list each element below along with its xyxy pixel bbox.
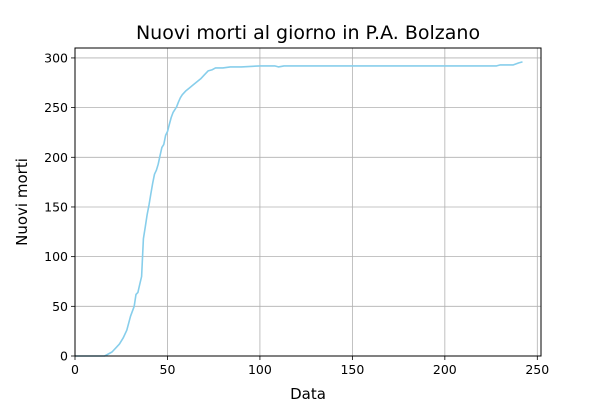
series-line [75, 61, 523, 357]
x-tick-label: 0 [71, 362, 79, 377]
y-tick-label: 0 [60, 349, 68, 364]
y-tick-label: 250 [44, 100, 68, 115]
x-tick-label: 200 [433, 362, 457, 377]
y-tick-label: 300 [44, 50, 68, 65]
y-tick-label: 100 [44, 249, 68, 264]
grid-lines [74, 48, 541, 357]
y-tick-label: 200 [44, 150, 68, 165]
y-axis-label: Nuovi morti [13, 158, 31, 246]
x-tick-label: 250 [525, 362, 549, 377]
x-tick-label: 100 [248, 362, 272, 377]
y-tick-label: 150 [44, 199, 68, 214]
x-tick-label: 50 [160, 362, 176, 377]
x-tick-label: 150 [340, 362, 364, 377]
x-axis: 0 50 100 150 200 250 [71, 356, 549, 377]
chart-title: Nuovi morti al giorno in P.A. Bolzano [136, 22, 480, 44]
plot-frame [74, 47, 542, 357]
y-tick-label: 50 [52, 299, 68, 314]
y-axis: 0 50 100 150 200 250 300 [44, 50, 75, 364]
series-layer [75, 61, 523, 357]
x-axis-label: Data [290, 385, 326, 400]
